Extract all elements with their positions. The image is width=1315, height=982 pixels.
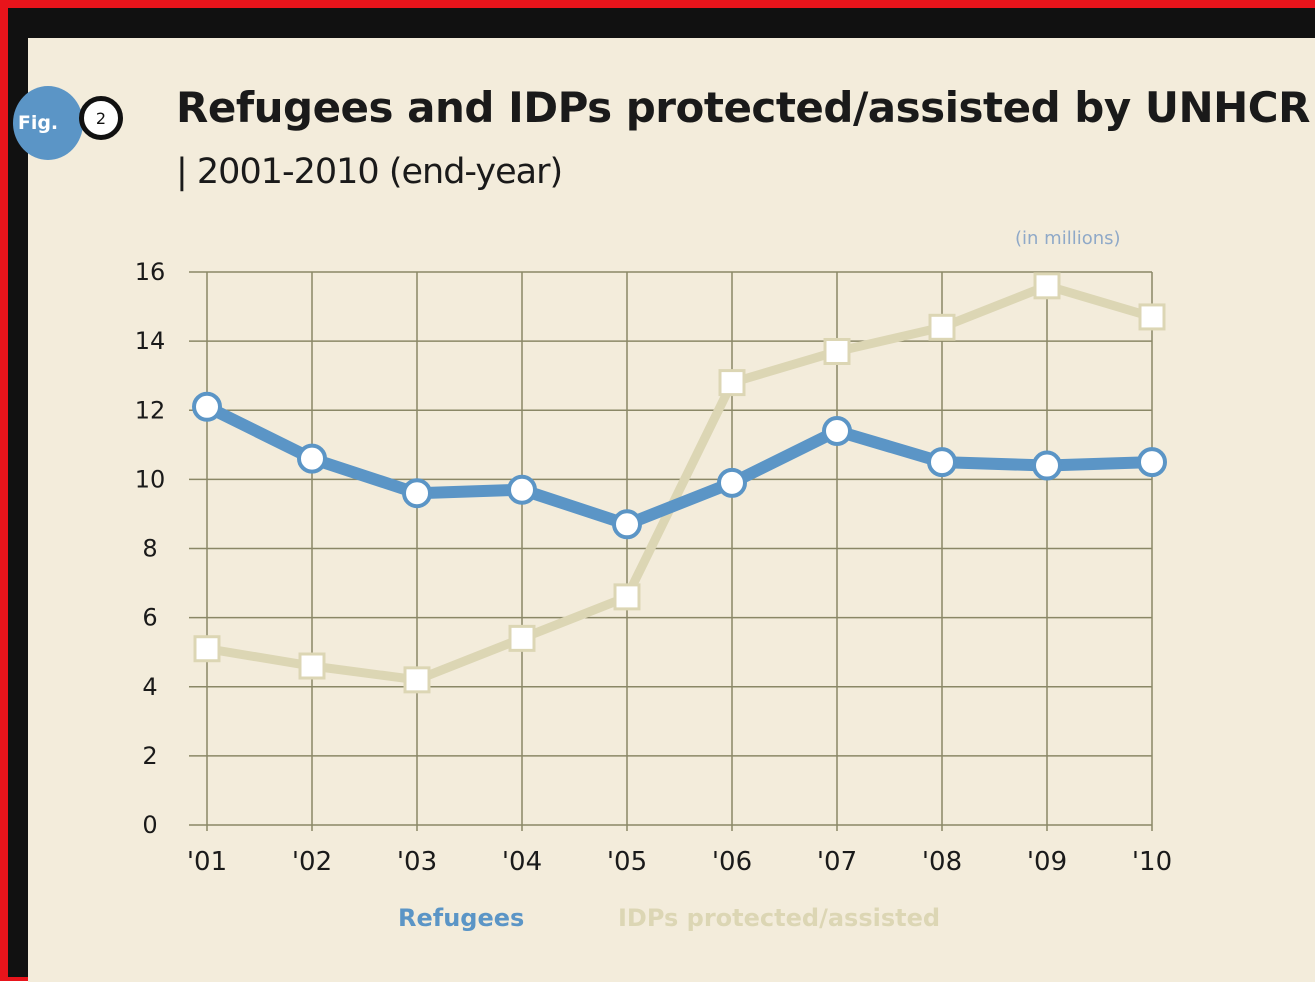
x-tick-label: '07: [817, 847, 857, 877]
chart-title: Refugees and IDPs protected/assisted by …: [176, 83, 1310, 132]
y-tick-label: 2: [142, 742, 157, 770]
point-idps: [928, 313, 956, 341]
point-idps: [1138, 303, 1166, 331]
point-refugees: [1137, 447, 1167, 478]
x-tick-label: '05: [607, 847, 647, 877]
y-tick-label: 12: [135, 396, 166, 424]
x-tick-label: '08: [922, 847, 962, 877]
point-refugees: [402, 478, 432, 509]
x-tick-label: '02: [292, 847, 332, 877]
y-tick-label: 4: [142, 673, 157, 701]
point-refugees: [822, 415, 852, 446]
fig-number: 2: [79, 96, 123, 140]
point-idps: [718, 369, 746, 397]
x-tick-label: '10: [1132, 847, 1172, 877]
point-idps: [403, 666, 431, 694]
fig-badge: Fig.: [13, 86, 83, 160]
point-refugees: [297, 443, 327, 474]
x-tick-label: '03: [397, 847, 437, 877]
point-refugees: [1032, 450, 1062, 481]
legend-idps: IDPs protected/assisted: [618, 904, 941, 932]
units-note: (in millions): [1015, 228, 1121, 249]
x-tick-label: '04: [502, 847, 542, 877]
point-idps: [508, 624, 536, 652]
y-tick-label: 8: [142, 535, 157, 563]
x-tick-label: '09: [1027, 847, 1067, 877]
point-refugees: [612, 509, 642, 540]
chart-subtitle: | 2001-2010 (end-year): [176, 152, 563, 192]
point-idps: [298, 652, 326, 680]
series-line-refugees: [201, 400, 1158, 531]
point-refugees: [507, 474, 537, 505]
point-refugees: [927, 447, 957, 478]
legend-refugees: Refugees: [398, 904, 525, 932]
x-tick-label: '01: [187, 847, 227, 877]
point-idps: [823, 337, 851, 365]
point-refugees: [192, 391, 222, 422]
y-tick-label: 10: [135, 465, 166, 493]
y-tick-label: 0: [142, 811, 157, 839]
fig-number-label: 2: [95, 108, 107, 128]
point-idps: [613, 583, 641, 611]
point-idps: [1033, 272, 1061, 300]
y-tick-label: 6: [142, 604, 157, 632]
point-refugees: [717, 467, 747, 498]
y-tick-label: 14: [135, 327, 166, 355]
point-idps: [193, 635, 221, 663]
series-line-idps: [202, 281, 1157, 685]
y-tick-label: 16: [135, 258, 166, 286]
fig-badge-label: Fig.: [17, 112, 59, 134]
x-tick-label: '06: [712, 847, 752, 877]
